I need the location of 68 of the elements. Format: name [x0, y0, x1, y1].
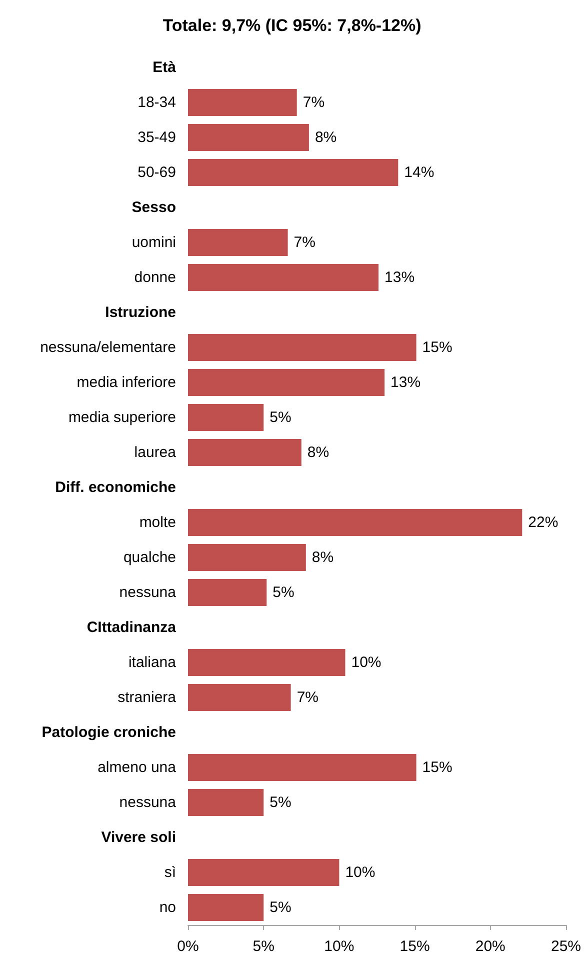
y-tick-label: no [159, 899, 176, 916]
data-label: 5% [272, 584, 294, 601]
bar [188, 754, 416, 781]
y-tick-label: Istruzione [105, 304, 176, 321]
data-label: 7% [294, 234, 316, 251]
bar [188, 439, 302, 466]
bar [188, 404, 264, 431]
data-label: 8% [312, 549, 334, 566]
y-tick-label: Vivere soli [101, 829, 176, 846]
data-label: 13% [390, 374, 421, 391]
bar [188, 789, 264, 816]
y-tick-label: Età [152, 59, 177, 76]
y-tick-label: laurea [134, 444, 177, 461]
y-tick-label: Diff. economiche [55, 479, 176, 496]
y-tick-label: straniera [118, 689, 177, 706]
data-label: 8% [307, 444, 330, 461]
data-label: 10% [351, 654, 382, 671]
y-tick-label: Sesso [132, 199, 176, 216]
y-tick-label: 50-69 [138, 164, 176, 181]
y-tick-label: uomini [132, 234, 176, 251]
bar [188, 124, 309, 151]
y-tick-label: almeno una [98, 759, 177, 776]
x-tick-label: 15% [400, 938, 430, 955]
bar [188, 649, 346, 676]
data-label: 7% [302, 94, 325, 111]
bar [188, 369, 385, 396]
chart-title: Totale: 9,7% (IC 95%: 7,8%-12%) [162, 16, 422, 35]
bar [188, 159, 398, 186]
y-tick-label: nessuna/elementare [40, 339, 176, 356]
bar [188, 894, 264, 921]
bar [188, 684, 291, 711]
y-tick-label: Patologie croniche [42, 724, 176, 741]
data-label: 10% [345, 864, 376, 881]
bar [188, 264, 379, 291]
x-tick-label: 20% [475, 938, 506, 955]
bar [188, 509, 522, 536]
data-label: 5% [270, 899, 292, 916]
y-tick-label: molte [139, 514, 176, 531]
data-label: 22% [528, 514, 558, 531]
data-label: 8% [314, 129, 337, 146]
y-tick-label: italiana [128, 654, 177, 671]
data-label: 5% [270, 794, 292, 811]
bar [188, 89, 297, 116]
x-tick-label: 25% [550, 938, 582, 955]
y-tick-label: media superiore [68, 409, 176, 426]
data-label: 7% [296, 689, 318, 706]
data-label: 15% [422, 339, 452, 356]
y-tick-label: CIttadinanza [86, 619, 177, 636]
y-tick-label: 35-49 [138, 129, 176, 146]
bar [188, 579, 267, 606]
x-tick-label: 10% [324, 938, 354, 955]
y-tick-label: sì [164, 864, 176, 881]
x-tick-label: 5% [252, 938, 274, 955]
data-label: 15% [422, 759, 452, 776]
data-label: 5% [270, 409, 292, 426]
x-tick-label: 0% [177, 938, 199, 955]
data-label: 14% [404, 164, 434, 181]
y-tick-label: qualche [123, 549, 176, 566]
bar [188, 229, 288, 256]
y-tick-label: nessuna [119, 794, 177, 811]
data-label: 13% [384, 269, 415, 286]
y-tick-label: 18-34 [138, 94, 176, 111]
bar [188, 334, 416, 361]
y-tick-label: donne [134, 269, 176, 286]
bar [188, 544, 306, 571]
y-tick-label: nessuna [119, 584, 177, 601]
bar [188, 859, 340, 886]
y-tick-label: media inferiore [76, 374, 176, 391]
